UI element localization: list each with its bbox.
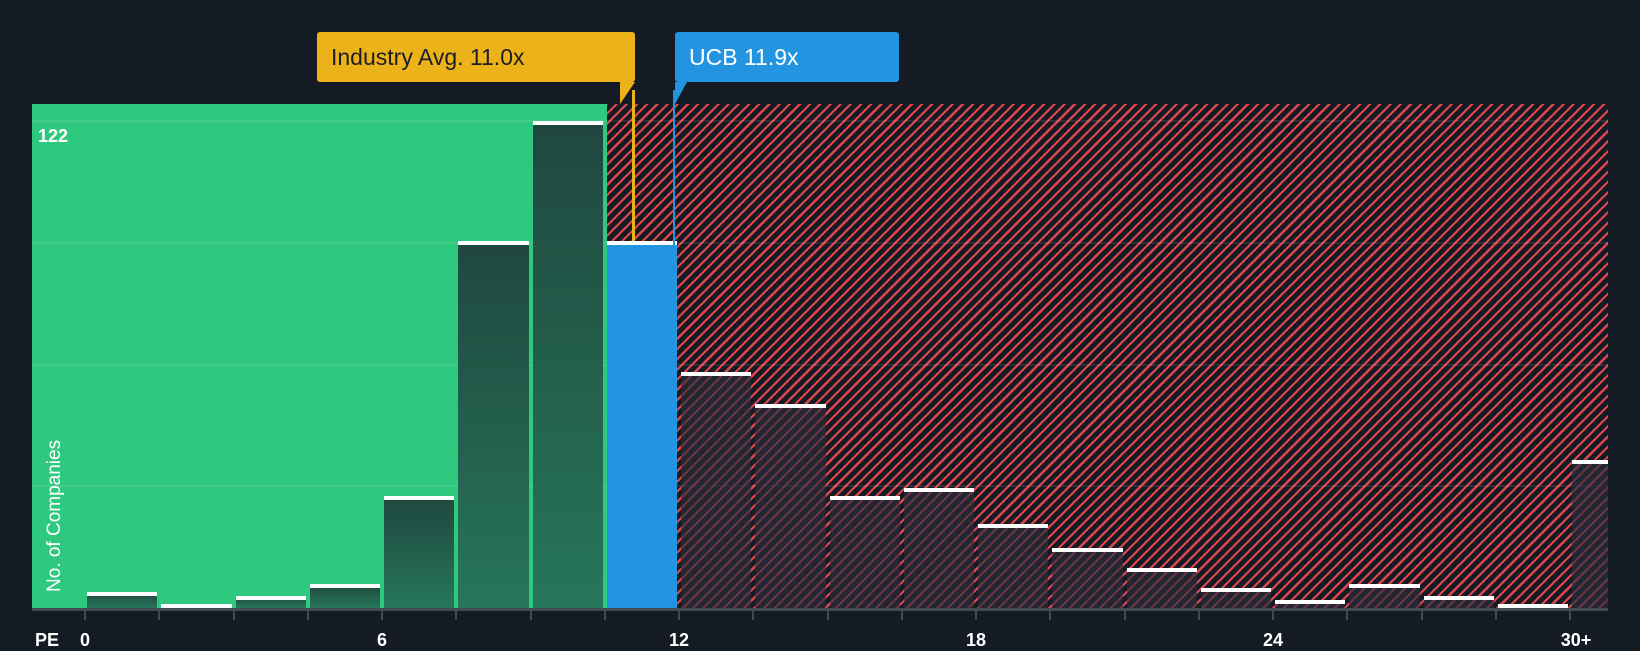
x-axis-tick-label: 18 [965, 630, 987, 650]
x-axis-tick [1123, 610, 1126, 620]
bar-top-marker [1423, 596, 1494, 601]
histogram-bar [161, 604, 232, 608]
x-axis-tick-label: 6 [376, 630, 388, 650]
histogram-bar [755, 404, 826, 608]
x-axis-tick [455, 610, 458, 620]
histogram-bar [1423, 596, 1494, 608]
x-axis-tick [826, 610, 829, 620]
company-pe-pointer [675, 82, 687, 104]
histogram-bar [1572, 460, 1608, 608]
histogram-bar [87, 592, 158, 608]
x-axis-tick-label: 12 [668, 630, 690, 650]
bar-top-marker [1349, 584, 1420, 589]
histogram-bar [1275, 600, 1346, 608]
bar-top-marker [309, 584, 380, 589]
x-axis-tick-label: 0 [79, 630, 91, 650]
above-average-zone [606, 104, 1608, 608]
bar-top-marker [1572, 460, 1608, 465]
histogram-bar [606, 240, 677, 608]
gridline [32, 120, 1608, 122]
x-axis-tick [1569, 610, 1571, 620]
bar-top-marker [606, 240, 677, 245]
bar-top-marker [978, 524, 1049, 529]
company-pe-callout: UCB 11.9x [675, 32, 899, 82]
bar-top-marker [235, 596, 306, 601]
bar-top-marker [384, 496, 455, 501]
histogram-bar [681, 372, 752, 608]
histogram-bar [1200, 588, 1271, 608]
x-axis-tick [1346, 610, 1349, 620]
histogram-bar [309, 584, 380, 608]
x-axis-tick [1197, 610, 1200, 620]
industry-average-pointer [620, 82, 635, 104]
histogram-bar [235, 596, 306, 608]
bar-top-marker [903, 488, 974, 493]
x-axis-tick [158, 610, 161, 620]
histogram-bar [829, 496, 900, 608]
x-axis-tick [900, 610, 903, 620]
company-pe-line [673, 90, 676, 608]
x-axis-tick [232, 610, 235, 620]
y-axis-label: No. of Companies [44, 439, 65, 592]
bar-top-marker [1497, 604, 1568, 608]
bar-top-marker [1275, 600, 1346, 605]
x-axis-tick [1494, 610, 1497, 620]
y-axis-max-label: 122 [38, 126, 69, 146]
x-axis-tick [678, 610, 680, 620]
bar-top-marker [755, 404, 826, 409]
histogram-bar [978, 524, 1049, 608]
histogram-bar [1349, 584, 1420, 608]
bar-top-marker [1126, 568, 1197, 573]
bar-top-marker [458, 240, 529, 245]
histogram-bar [458, 240, 529, 608]
bar-top-marker [681, 372, 752, 377]
histogram-bar [1126, 568, 1197, 608]
histogram-bar [1052, 548, 1123, 608]
industry-average-label: Industry Avg. 11.0x [331, 43, 525, 70]
x-axis-tick [1272, 610, 1274, 620]
gridline [32, 241, 1608, 244]
industry-average-callout: Industry Avg. 11.0x [317, 32, 635, 82]
x-axis-tick [975, 610, 977, 620]
histogram-bar [532, 121, 603, 608]
x-axis-tick [84, 610, 86, 620]
bar-top-marker [532, 121, 603, 125]
histogram-bar [1497, 604, 1568, 608]
x-axis-tick [1049, 610, 1052, 620]
bar-top-marker [1200, 588, 1271, 593]
company-pe-label: UCB 11.9x [689, 43, 799, 70]
histogram-bar [903, 488, 974, 608]
x-axis-tick [529, 610, 532, 620]
x-axis-tick [1420, 610, 1423, 620]
x-axis-tick [603, 610, 606, 620]
industry-average-line [631, 90, 635, 241]
x-axis-tick [752, 610, 755, 620]
x-axis-label: PE [35, 630, 60, 650]
x-axis-tick [381, 610, 383, 620]
x-axis-tick [306, 610, 309, 620]
bar-top-marker [87, 592, 158, 597]
bar-top-marker [161, 604, 232, 608]
x-axis-tick-label: 24 [1262, 630, 1284, 650]
x-axis-line [32, 608, 1608, 611]
histogram-bar [384, 496, 455, 608]
bar-top-marker [1052, 548, 1123, 553]
bar-top-marker [829, 496, 900, 501]
gridline [32, 363, 1608, 366]
x-axis-tick-label: 30+ [1560, 630, 1592, 650]
